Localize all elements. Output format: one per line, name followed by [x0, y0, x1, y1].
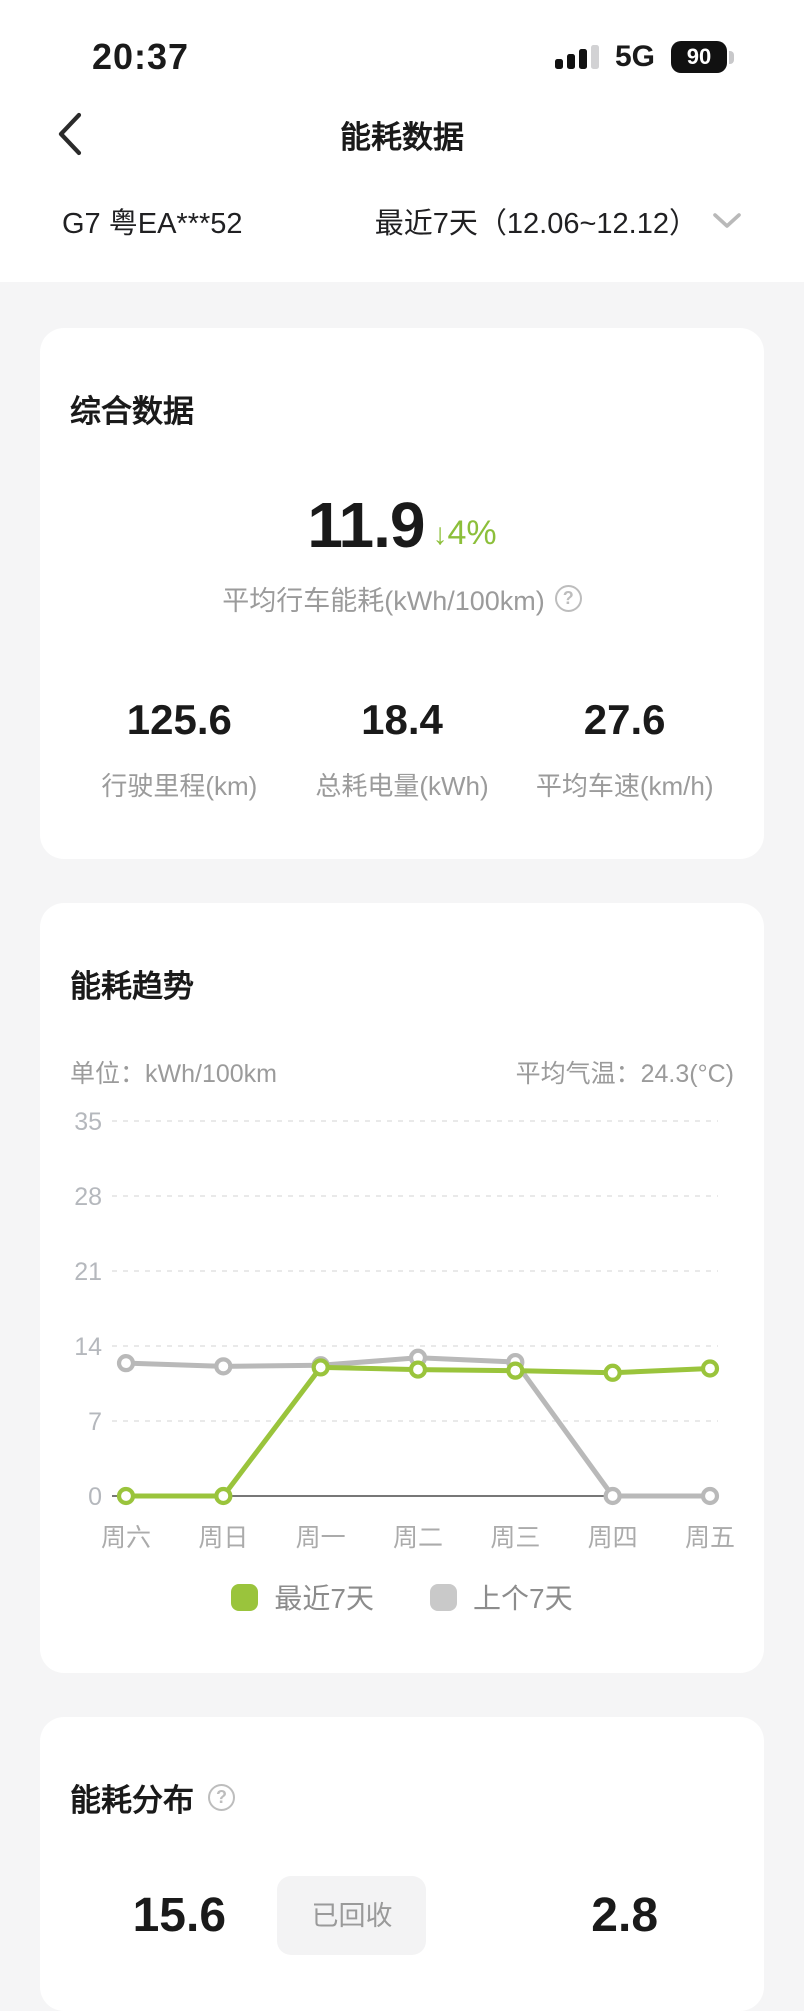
arrow-down-icon: ↓ — [432, 518, 448, 551]
x-axis-label: 周日 — [198, 1524, 248, 1552]
help-icon[interactable] — [208, 1784, 235, 1811]
data-point — [214, 1357, 233, 1376]
legend-label: 上个7天 — [473, 1583, 573, 1614]
period-selector[interactable]: 最近7天（12.06~12.12） — [375, 200, 742, 242]
data-point — [116, 1486, 136, 1506]
hero-delta: ↓ 4% — [432, 514, 496, 557]
legend-item-current[interactable]: 最近7天 — [231, 1577, 374, 1617]
nav-bar: 能耗数据 — [0, 96, 804, 172]
legend-label: 最近7天 — [274, 1583, 374, 1614]
network-type: 5G — [614, 40, 655, 73]
page-content: 综合数据 11.9 ↓ 4% 平均行车能耗(kWh/100km) 125.6 行… — [0, 282, 804, 2011]
recovered-badge[interactable]: 已回收 — [277, 1876, 427, 1955]
legend-item-previous[interactable]: 上个7天 — [430, 1577, 573, 1617]
distribution-row: 15.6 已回收 2.8 — [68, 1876, 736, 1955]
data-point — [603, 1486, 622, 1506]
header-area: 20:37 5G 90 能耗数据 G7 粤EA***52 最近7天（12.06~… — [0, 0, 804, 282]
stat-value: 27.6 — [583, 696, 666, 743]
data-point — [311, 1358, 330, 1377]
x-axis-label: 周六 — [101, 1524, 151, 1552]
status-bar: 20:37 5G 90 — [0, 0, 804, 96]
y-axis-tick-label: 21 — [74, 1258, 102, 1286]
y-axis-tick-label: 28 — [74, 1183, 102, 1211]
hero-delta-value: 4% — [447, 514, 497, 552]
back-button[interactable] — [48, 108, 92, 160]
battery-nub — [729, 50, 734, 64]
overview-card-title: 综合数据 — [70, 394, 194, 429]
distribution-card-title: 能耗分布 — [70, 1783, 194, 1818]
distribution-right-value: 2.8 — [591, 1889, 659, 1942]
data-point — [700, 1486, 720, 1506]
help-icon[interactable] — [554, 585, 582, 612]
distribution-card: 能耗分布 15.6 已回收 2.8 — [40, 1717, 764, 2011]
data-point — [506, 1361, 525, 1380]
data-point — [214, 1486, 233, 1506]
stat-label: 平均车速(km/h) — [535, 771, 714, 801]
stat-label: 总耗电量(kWh) — [315, 771, 489, 801]
trend-card: 能耗趋势 单位：kWh/100km 平均气温：24.3(°C) 0 7 14 21 28… — [40, 903, 764, 1673]
vehicle-label: G7 粤EA***52 — [62, 208, 243, 240]
x-axis-label: 周三 — [490, 1524, 540, 1552]
stats-row: 125.6 行驶里程(km) 18.4 总耗电量(kWh) 27.6 平均车速(… — [68, 696, 736, 803]
stat-value: 18.4 — [361, 696, 443, 743]
trend-card-title: 能耗趋势 — [70, 969, 194, 1004]
legend-swatch — [430, 1583, 457, 1611]
data-point — [700, 1359, 720, 1378]
chevron-down-icon — [713, 213, 741, 228]
stat-energy: 18.4 总耗电量(kWh) — [291, 696, 514, 803]
chart-legend: 最近7天 上个7天 — [68, 1577, 736, 1617]
battery-icon: 90 — [671, 41, 734, 73]
x-axis-label: 周二 — [393, 1524, 443, 1552]
legend-swatch — [231, 1583, 259, 1611]
y-axis-tick-label: 0 — [88, 1483, 102, 1511]
hero-label: 平均行车能耗(kWh/100km) — [222, 586, 545, 616]
back-chevron-icon — [58, 112, 82, 156]
clock: 20:37 — [92, 36, 190, 77]
page-title: 能耗数据 — [340, 119, 464, 155]
y-axis-tick-label: 14 — [74, 1333, 102, 1361]
data-point — [603, 1363, 622, 1382]
x-axis-label: 周一 — [296, 1524, 346, 1552]
overview-card: 综合数据 11.9 ↓ 4% 平均行车能耗(kWh/100km) 125.6 行… — [40, 328, 764, 859]
chart-temperature-label: 平均气温：24.3(°C) — [515, 1060, 734, 1088]
data-point — [116, 1354, 136, 1373]
battery-percent: 90 — [671, 41, 727, 73]
hero-metric: 11.9 ↓ 4% — [68, 493, 736, 557]
stat-distance: 125.6 行驶里程(km) — [68, 696, 291, 803]
x-axis-label: 周五 — [685, 1524, 734, 1552]
trend-chart: 0 7 14 21 28 35 周六 周日 周一 周二 周三 周四 周五 — [74, 1108, 735, 1552]
hero-value: 11.9 — [307, 489, 425, 561]
trend-line — [123, 1364, 713, 1499]
distribution-left-value: 15.6 — [132, 1889, 227, 1942]
y-axis-tick-label: 7 — [88, 1408, 102, 1436]
chart-unit-label: 单位：kWh/100km — [70, 1060, 277, 1088]
signal-strength-icon — [554, 45, 599, 69]
stat-speed: 27.6 平均车速(km/h) — [513, 696, 736, 803]
stat-label: 行驶里程(km) — [101, 771, 258, 801]
stat-value: 125.6 — [126, 696, 232, 743]
selector-row: G7 粤EA***52 最近7天（12.06~12.12） — [0, 172, 804, 242]
x-axis-label: 周四 — [588, 1524, 638, 1552]
y-axis-tick-label: 35 — [74, 1108, 102, 1136]
period-label: 最近7天（12.06~12.12） — [374, 208, 698, 240]
data-point — [408, 1360, 428, 1379]
